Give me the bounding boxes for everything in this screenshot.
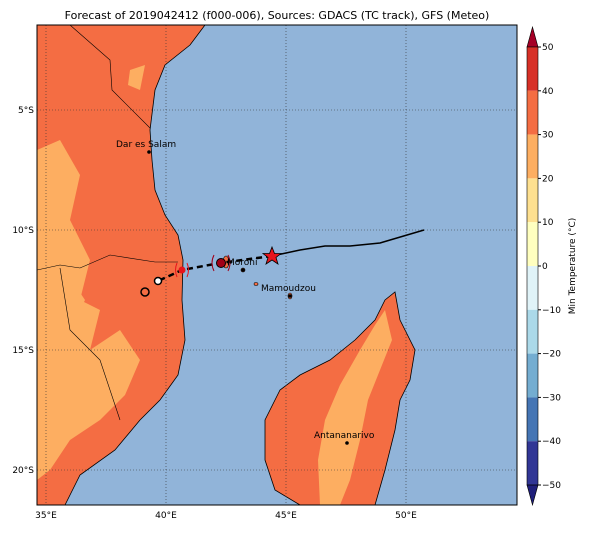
colorbar-swatch — [527, 309, 538, 354]
colorbar-swatch — [527, 90, 538, 135]
colorbar-tick-label: −10 — [542, 306, 561, 316]
lon-label: 50°E — [395, 511, 417, 521]
city-label: Mamoudzou — [261, 284, 316, 294]
grid-lines — [37, 25, 517, 505]
map-area: Dar es Salam Moroni Mamoudzou Antananari… — [37, 25, 517, 505]
storm-symbol — [211, 254, 231, 272]
colorbar-swatch — [527, 397, 538, 442]
city-label: Dar es Salam — [116, 140, 176, 150]
colorbar-tick-label: −50 — [542, 481, 561, 491]
lat-label: 15°S — [12, 346, 34, 356]
colorbar-tick-label: 30 — [542, 131, 554, 141]
colorbar-tick-label: 50 — [542, 43, 554, 53]
land-warm-zone — [318, 310, 392, 505]
lon-label: 40°E — [155, 511, 177, 521]
lat-label: 10°S — [12, 226, 34, 236]
track-point — [216, 258, 226, 268]
colorbar-swatch — [527, 222, 538, 266]
track-past — [157, 254, 273, 283]
colorbar-label: Min Temperature (°C) — [568, 218, 578, 315]
track-forecast — [271, 229, 425, 257]
city-label: Moroni — [227, 258, 258, 268]
colorbar-extend — [526, 484, 539, 507]
colorbar-tick-label: 40 — [542, 87, 554, 97]
colorbar-swatch — [527, 47, 538, 91]
land-warm-zone — [37, 140, 140, 480]
colorbar-tick-label: −40 — [542, 437, 561, 447]
track-point — [178, 266, 186, 274]
colorbar-swatch — [527, 441, 538, 485]
colorbar-swatch — [527, 178, 538, 223]
lat-label: 5°S — [18, 106, 34, 116]
colorbar: 50 40 30 20 10 0 −10 −20 −30 −40 −50 — [526, 25, 561, 507]
lon-label: 35°E — [35, 511, 57, 521]
colorbar-swatch — [527, 134, 538, 179]
colorbar-swatch — [527, 353, 538, 398]
colorbar-tick-label: −30 — [542, 393, 561, 403]
colorbar-tick-label: 0 — [542, 262, 548, 272]
lat-label: 20°S — [12, 466, 34, 476]
lon-labels: 35°E 40°E 45°E 50°E — [35, 511, 417, 521]
land-warm-zone — [60, 65, 145, 320]
city-label: Antananarivo — [314, 431, 375, 441]
colorbar-extend — [526, 25, 539, 48]
borders — [37, 25, 178, 421]
storm-symbol — [175, 262, 189, 278]
lat-labels: 5°S 10°S 15°S 20°S — [12, 106, 34, 476]
colorbar-tick-label: −20 — [542, 350, 561, 360]
current-position — [261, 245, 283, 265]
track-point — [140, 287, 150, 297]
colorbar-swatch — [527, 266, 538, 310]
colorbar-tick-label: 20 — [542, 174, 554, 184]
city-dots — [147, 150, 349, 445]
colorbar-tick-label: 10 — [542, 218, 554, 228]
lon-label: 45°E — [275, 511, 297, 521]
track-point — [153, 276, 163, 286]
title: Forecast of 2019042412 (f000-006), Sourc… — [65, 9, 490, 22]
map-frame — [36, 24, 518, 506]
